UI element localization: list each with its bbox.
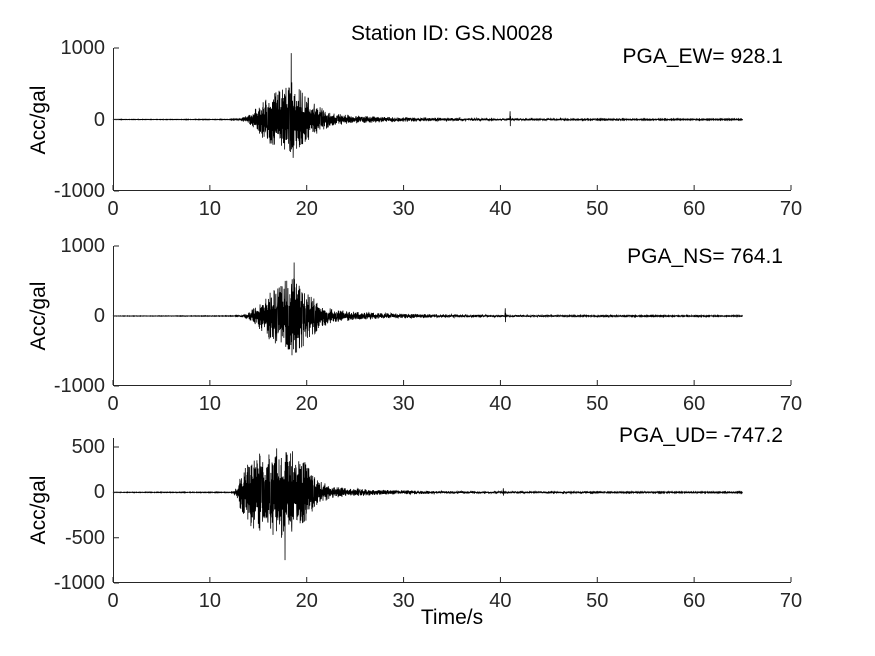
x-tick-label: 20 xyxy=(295,198,318,220)
axis-box-ud xyxy=(112,438,792,584)
pga-ns-annotation: PGA_NS= 764.1 xyxy=(627,245,783,268)
axis-box-ns xyxy=(112,245,792,387)
y-tick-label: -1000 xyxy=(53,180,105,202)
x-axis-label: Time/s xyxy=(420,606,484,629)
figure-title: Station ID: GS.N0028 xyxy=(351,22,553,45)
axis-box-ew xyxy=(112,47,792,192)
x-tick-label: 40 xyxy=(489,198,512,220)
y-tick-label: 0 xyxy=(93,481,105,504)
x-tick-label: 40 xyxy=(489,590,512,612)
x-tick-label: 30 xyxy=(392,198,415,220)
pga-ud-annotation: PGA_UD= -747.2 xyxy=(618,424,783,447)
acceleration-trace-ud xyxy=(112,448,743,561)
y-tick-label: -1000 xyxy=(53,572,105,594)
x-tick-label: 0 xyxy=(107,590,119,612)
x-tick-label: 0 xyxy=(107,393,119,415)
pga-ew-annotation: PGA_EW= 928.1 xyxy=(622,45,783,68)
x-tick-label: 50 xyxy=(586,393,609,415)
acceleration-trace-ew xyxy=(112,53,743,158)
y-tick-label: 1000 xyxy=(60,235,106,257)
acceleration-trace-ns xyxy=(112,262,743,356)
x-tick-label: 30 xyxy=(392,590,415,612)
x-tick-label: 20 xyxy=(295,590,318,612)
y-tick-label: 0 xyxy=(93,108,105,131)
y-tick-label: 1000 xyxy=(60,37,106,59)
x-tick-label: 70 xyxy=(779,198,803,220)
x-tick-label: 50 xyxy=(586,198,609,220)
waveform-plot-ew xyxy=(112,47,792,192)
x-tick-label: 60 xyxy=(683,393,706,415)
x-tick-label: 40 xyxy=(489,393,512,415)
y-tick-label: -1000 xyxy=(53,375,105,397)
y-tick-label: 500 xyxy=(71,436,105,459)
y-tick-label: 0 xyxy=(93,305,105,327)
waveform-plot-ud xyxy=(112,438,792,584)
x-tick-label: 10 xyxy=(198,590,221,612)
x-tick-label: 0 xyxy=(107,198,119,220)
x-tick-label: 10 xyxy=(198,198,221,220)
x-tick-label: 70 xyxy=(779,590,803,612)
x-tick-label: 60 xyxy=(683,198,706,220)
x-tick-label: 30 xyxy=(392,393,415,415)
y-tick-label: -500 xyxy=(64,526,105,549)
x-tick-label: 60 xyxy=(683,590,706,612)
x-tick-label: 20 xyxy=(295,393,318,415)
x-tick-label: 50 xyxy=(586,590,609,612)
waveform-plot-ns xyxy=(112,245,792,387)
x-tick-label: 10 xyxy=(198,393,221,415)
x-tick-label: 70 xyxy=(779,393,803,415)
